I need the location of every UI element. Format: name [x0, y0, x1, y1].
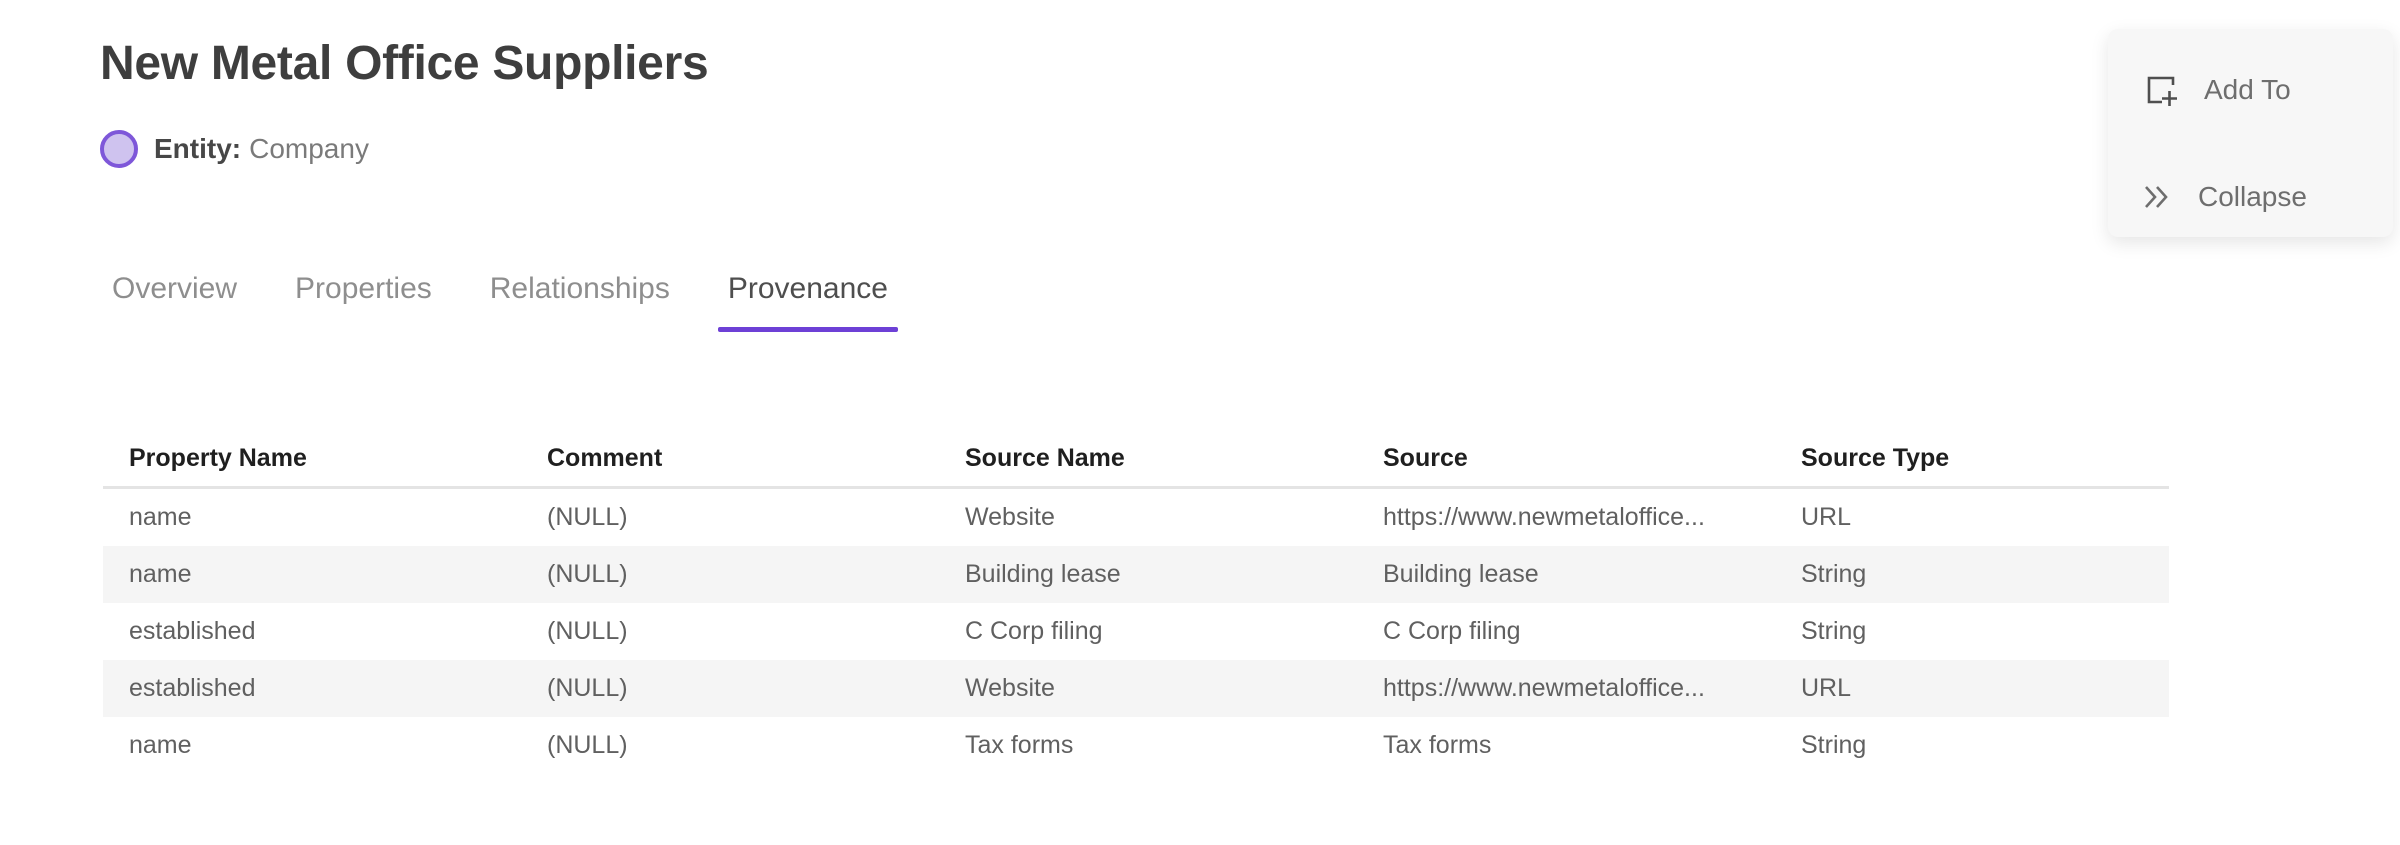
table-cell: name — [129, 503, 192, 531]
table-cell: String — [1801, 617, 1867, 645]
table-cell: (NULL) — [547, 674, 628, 702]
table-row[interactable]: name (NULL) Tax forms Tax forms String — [103, 717, 2169, 774]
table-cell: Tax forms — [965, 731, 1074, 759]
table-row[interactable]: established (NULL) Website https://www.newm… — [103, 660, 2169, 717]
table-cell: String — [1801, 731, 1867, 759]
table-cell: name — [129, 731, 192, 759]
table-cell: Tax forms — [1383, 731, 1492, 759]
provenance-table: Property Name Comment Source Name Source Sou… — [103, 430, 2169, 774]
entity-type-circle-icon — [100, 130, 138, 168]
table-row[interactable]: name (NULL) Building lease Building lease St… — [103, 546, 2169, 603]
column-header: Property Name — [129, 443, 307, 472]
column-header: Comment — [547, 443, 663, 472]
entity-type-text: Entity: Company — [154, 133, 369, 165]
entity-type-value: Company — [249, 133, 369, 164]
table-row[interactable]: established (NULL) C Corp filing C Corp fil… — [103, 603, 2169, 660]
table-cell: (NULL) — [547, 503, 628, 531]
add-to-frame-icon — [2142, 71, 2180, 109]
table-cell: established — [129, 617, 256, 645]
collapse-label: Collapse — [2198, 181, 2307, 212]
table-cell: C Corp filing — [965, 617, 1103, 645]
table-cell: established — [129, 674, 256, 702]
table-cell: name — [129, 560, 192, 588]
table-row[interactable]: name (NULL) Website https://www.newmetaloff… — [103, 489, 2169, 546]
table-cell: URL — [1801, 674, 1852, 702]
entity-summary: Entity: Company — [100, 130, 369, 168]
column-header: Source Name — [965, 443, 1125, 472]
table-cell: https://www.newmetaloffice... — [1383, 503, 1705, 531]
tab-relationships[interactable]: Relationships — [490, 272, 670, 332]
add-to-label: Add To — [2204, 74, 2291, 105]
table-cell: String — [1801, 560, 1867, 588]
entity-label: Entity: — [154, 133, 242, 164]
table-header-row: Property Name Comment Source Name Source Sou… — [103, 430, 2169, 489]
table-cell: (NULL) — [547, 560, 628, 588]
table-cell: Building lease — [965, 560, 1121, 588]
tab-properties[interactable]: Properties — [295, 272, 432, 332]
table-cell: https://www.newmetaloffice... — [1383, 674, 1705, 702]
collapse-button[interactable]: Collapse — [2142, 181, 2307, 213]
column-header: Source Type — [1801, 443, 1950, 472]
table-body: name (NULL) Website https://www.newmetaloff… — [103, 489, 2169, 774]
table-cell: C Corp filing — [1383, 617, 1521, 645]
table-cell: (NULL) — [547, 617, 628, 645]
table-cell: (NULL) — [547, 731, 628, 759]
column-header: Source — [1383, 443, 1468, 472]
table-cell: Website — [965, 503, 1055, 531]
table-cell: Building lease — [1383, 560, 1539, 588]
double-chevron-right-icon — [2142, 184, 2174, 210]
table-cell: URL — [1801, 503, 1852, 531]
tab-provenance[interactable]: Provenance — [717, 272, 899, 332]
tab-bar: Overview Properties Relationships Provenanc… — [112, 272, 899, 332]
page-title: New Metal Office Suppliers — [100, 37, 709, 90]
actions-panel: Add To Collapse — [2108, 29, 2393, 237]
table-cell: Website — [965, 674, 1055, 702]
add-to-button[interactable]: Add To — [2142, 71, 2291, 109]
tab-overview[interactable]: Overview — [112, 272, 237, 332]
